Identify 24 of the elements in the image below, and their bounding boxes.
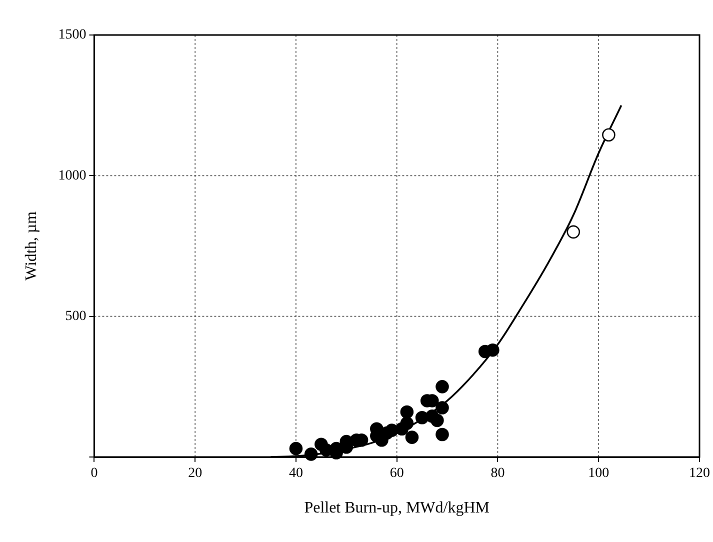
- point: [566, 225, 580, 239]
- x-tick-label: 40: [288, 466, 303, 482]
- point: [400, 405, 414, 419]
- point: [486, 343, 500, 357]
- x-tick-label: 60: [390, 466, 404, 482]
- y-axis-title: Width, µm: [22, 210, 40, 281]
- x-tick-label: 20: [188, 466, 202, 482]
- point: [436, 380, 449, 394]
- point: [400, 416, 414, 430]
- point: [436, 428, 449, 442]
- x-axis-title: Pellet Burn-up, MWd/kgHM: [304, 500, 490, 517]
- x-tick-label: 0: [90, 466, 98, 482]
- point: [405, 430, 419, 444]
- point: [436, 401, 449, 414]
- y-tick-label: 1500: [58, 28, 86, 43]
- y-tick-label: 1000: [58, 168, 86, 184]
- point: [430, 414, 444, 428]
- x-tick-label: 80: [490, 466, 505, 482]
- y-tick-label: 500: [65, 309, 86, 324]
- x-tick-label: 120: [689, 466, 710, 482]
- point: [289, 442, 303, 456]
- point: [602, 128, 616, 142]
- x-tick-label: 100: [588, 466, 610, 482]
- point: [304, 448, 318, 461]
